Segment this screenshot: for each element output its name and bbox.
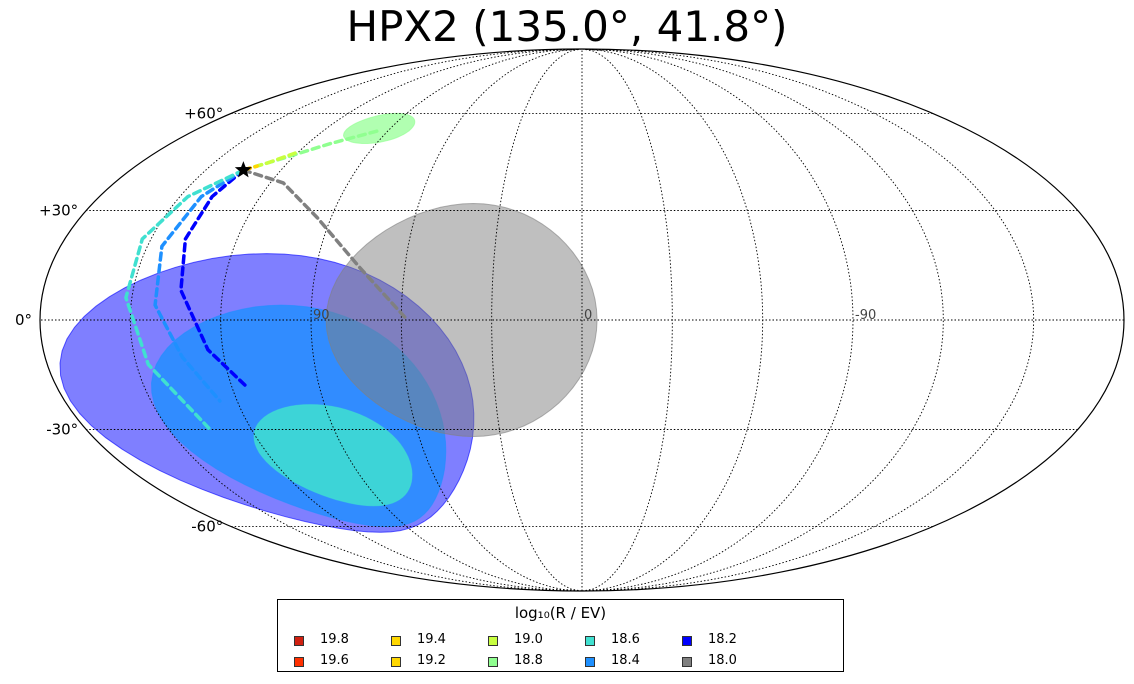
grid-meridian: [581, 48, 673, 592]
lat-tick-label: -60°: [191, 518, 223, 536]
lon-tick-label: 90: [313, 308, 330, 323]
track-line: [179, 168, 249, 389]
legend-swatch: [294, 636, 304, 646]
lon-tick-label: -90: [855, 308, 876, 323]
legend-label: 18.4: [611, 653, 640, 668]
legend-label: 19.6: [320, 653, 349, 668]
legend-swatch: [585, 636, 595, 646]
lon-tick-label: 0: [584, 308, 592, 323]
grid-meridian: [581, 48, 1035, 592]
legend-swatch: [585, 657, 595, 667]
legend-swatch: [488, 636, 498, 646]
grid-meridian: [581, 48, 764, 592]
legend-label: 19.4: [417, 632, 446, 647]
legend-swatch: [682, 657, 692, 667]
grid-meridian: [491, 48, 583, 592]
track-line: [124, 168, 246, 432]
legend-title: log₁₀(R / EV): [514, 604, 607, 622]
legend: log₁₀(R / EV) 19.8 19.6 19.4 19.2 19.0 18.8 18…: [277, 599, 844, 672]
legend-label: 18.6: [611, 632, 640, 647]
grid-meridian: [400, 48, 583, 592]
legend-label: 19.0: [514, 632, 543, 647]
chart-title: HPX2 (135.0°, 41.8°): [346, 2, 788, 51]
grid-meridian: [220, 48, 583, 592]
legend-label: 19.2: [417, 653, 446, 668]
track-line: [153, 168, 246, 403]
track-line: [241, 168, 410, 322]
source-star: [234, 161, 252, 178]
legend-label: 19.8: [320, 632, 349, 647]
lat-tick-label: +60°: [184, 104, 223, 122]
lat-tick-label: +30°: [39, 202, 78, 220]
grid-meridian: [581, 48, 944, 592]
legend-label: 18.0: [708, 653, 737, 668]
legend-swatch: [488, 657, 498, 667]
legend-swatch: [294, 657, 304, 667]
legend-label: 18.2: [708, 632, 737, 647]
sky-map: 90 0 -90 +60° +30° 0° -30° -60°: [15, 48, 1125, 592]
legend-label: 18.8: [514, 653, 543, 668]
legend-swatch: [682, 636, 692, 646]
sky-boundary: [39, 48, 1125, 592]
legend-swatch: [391, 636, 401, 646]
grid-meridian: [129, 48, 583, 592]
lat-tick-label: 0°: [15, 311, 32, 329]
lat-tick-label: -30°: [46, 420, 78, 438]
legend-swatch: [391, 657, 401, 667]
